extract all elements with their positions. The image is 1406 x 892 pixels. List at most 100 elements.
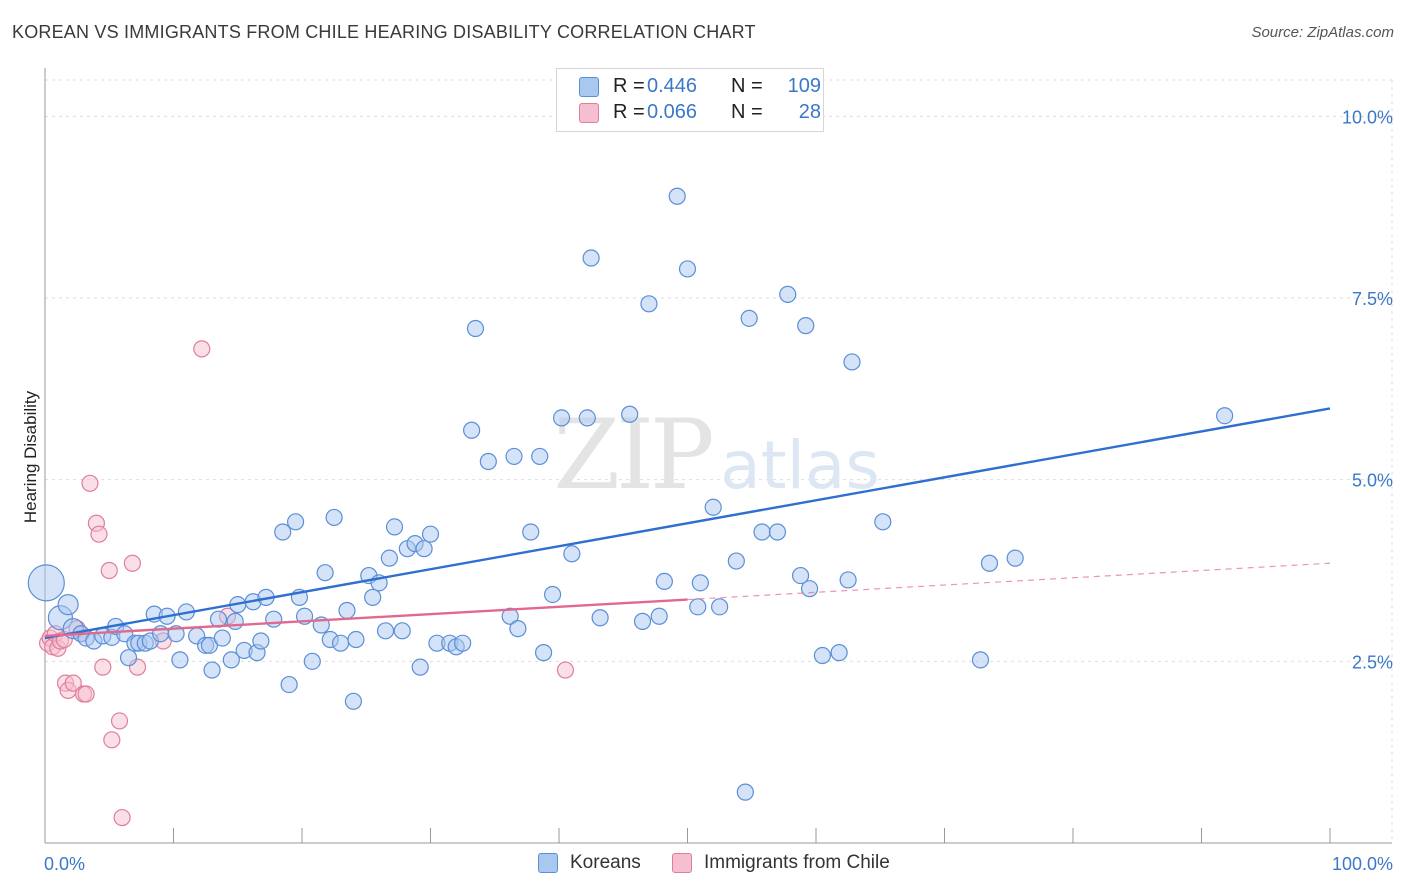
korean-point: [265, 610, 283, 628]
korean-point: [691, 574, 709, 592]
korean-point: [463, 421, 481, 439]
n-value-chile: 28: [798, 101, 821, 123]
korean-point: [385, 518, 404, 536]
source-note: Source: ZipAtlas.com: [1251, 24, 1394, 41]
korean-point: [344, 692, 362, 710]
korean-point: [655, 572, 673, 591]
korean-point: [1006, 549, 1024, 567]
r-value-koreans: 0.446: [647, 75, 698, 97]
korean-point: [543, 585, 562, 604]
korean-point: [393, 622, 411, 640]
korean-point: [479, 452, 497, 471]
y-tick-label: 10.0%: [1342, 107, 1393, 127]
chile-trend-extension: [687, 562, 1331, 601]
korean-point: [621, 405, 639, 423]
r-label: R =: [613, 75, 645, 97]
korean-point: [640, 295, 658, 313]
korean-point: [466, 319, 485, 338]
korean-point: [531, 447, 549, 466]
korean-point: [376, 622, 395, 640]
korean-point: [813, 646, 832, 665]
legend-swatch-chile: [579, 103, 599, 123]
n-label: N =: [731, 75, 763, 97]
korean-point: [552, 409, 571, 427]
correlation-legend: R = 0.446 N = 109 R = 0.066 N = 28: [556, 68, 824, 132]
r-value-chile: 0.066: [647, 101, 698, 123]
koreans-trend-line: [44, 407, 1331, 640]
series-koreans-points: [27, 187, 1234, 801]
chile-point: [556, 661, 575, 679]
korean-point: [325, 508, 343, 527]
korean-point: [980, 554, 999, 572]
korean-point: [711, 598, 729, 616]
korean-point: [727, 552, 745, 570]
chile-point: [113, 808, 131, 827]
korean-point: [119, 649, 138, 667]
korean-point: [800, 580, 819, 598]
y-tick-label: 2.5%: [1352, 652, 1393, 672]
korean-point: [415, 540, 433, 558]
watermark-atlas: atlas: [720, 427, 880, 504]
korean-point: [874, 513, 892, 531]
x-tick-label: 100.0%: [1332, 854, 1393, 874]
legend-label-koreans: Koreans: [570, 852, 641, 873]
trend-lines: [44, 407, 1331, 640]
korean-point: [347, 630, 365, 649]
korean-point: [534, 644, 553, 662]
korean-point: [316, 564, 334, 582]
y-tick-label: 5.0%: [1352, 471, 1393, 491]
y-axis-title: Hearing Disability: [21, 390, 40, 524]
korean-point: [286, 513, 305, 531]
n-label: N =: [731, 101, 763, 123]
n-value-koreans: 109: [787, 75, 821, 97]
chile-point: [123, 554, 141, 572]
korean-point: [736, 783, 754, 801]
korean-point: [27, 564, 65, 602]
korean-point: [843, 353, 861, 371]
korean-point: [203, 661, 221, 679]
korean-point: [505, 447, 523, 466]
korean-point: [509, 620, 527, 638]
tick-labels: 2.5% 5.0% 7.5% 10.0% 0.0% 100.0%: [44, 107, 1393, 874]
korean-point: [689, 598, 707, 616]
korean-point: [791, 566, 810, 585]
korean-point: [226, 612, 244, 630]
korean-point: [501, 607, 519, 625]
korean-point: [668, 187, 686, 205]
chile-trend-line: [44, 598, 688, 638]
korean-point: [591, 609, 609, 627]
korean-point: [650, 607, 668, 625]
legend-swatch-chile: [672, 853, 692, 873]
korean-point: [380, 549, 398, 567]
korean-point: [678, 260, 697, 278]
chile-point: [64, 674, 82, 692]
korean-point: [522, 523, 540, 541]
grid-layer: [45, 79, 1393, 843]
korean-point: [768, 523, 787, 541]
korean-point: [633, 612, 652, 630]
korean-point: [830, 644, 848, 662]
korean-point: [1216, 407, 1234, 425]
korean-point: [797, 317, 815, 335]
chile-point: [100, 561, 118, 580]
korean-point: [839, 571, 857, 589]
korean-point: [222, 651, 240, 669]
korean-point: [740, 309, 758, 327]
chile-point: [103, 731, 121, 749]
chile-point: [110, 712, 129, 730]
korean-point: [411, 658, 429, 676]
korean-point: [303, 652, 321, 670]
korean-point: [331, 634, 350, 652]
korean-point: [563, 545, 581, 563]
korean-point: [274, 523, 292, 541]
korean-point: [454, 634, 472, 652]
chile-point: [193, 340, 211, 358]
korean-point: [200, 636, 219, 654]
korean-point: [280, 675, 298, 694]
korean-point: [779, 285, 797, 303]
legend-swatch-koreans: [579, 77, 599, 97]
chile-point: [94, 658, 112, 676]
korean-point: [578, 409, 596, 427]
korean-point: [582, 249, 600, 267]
